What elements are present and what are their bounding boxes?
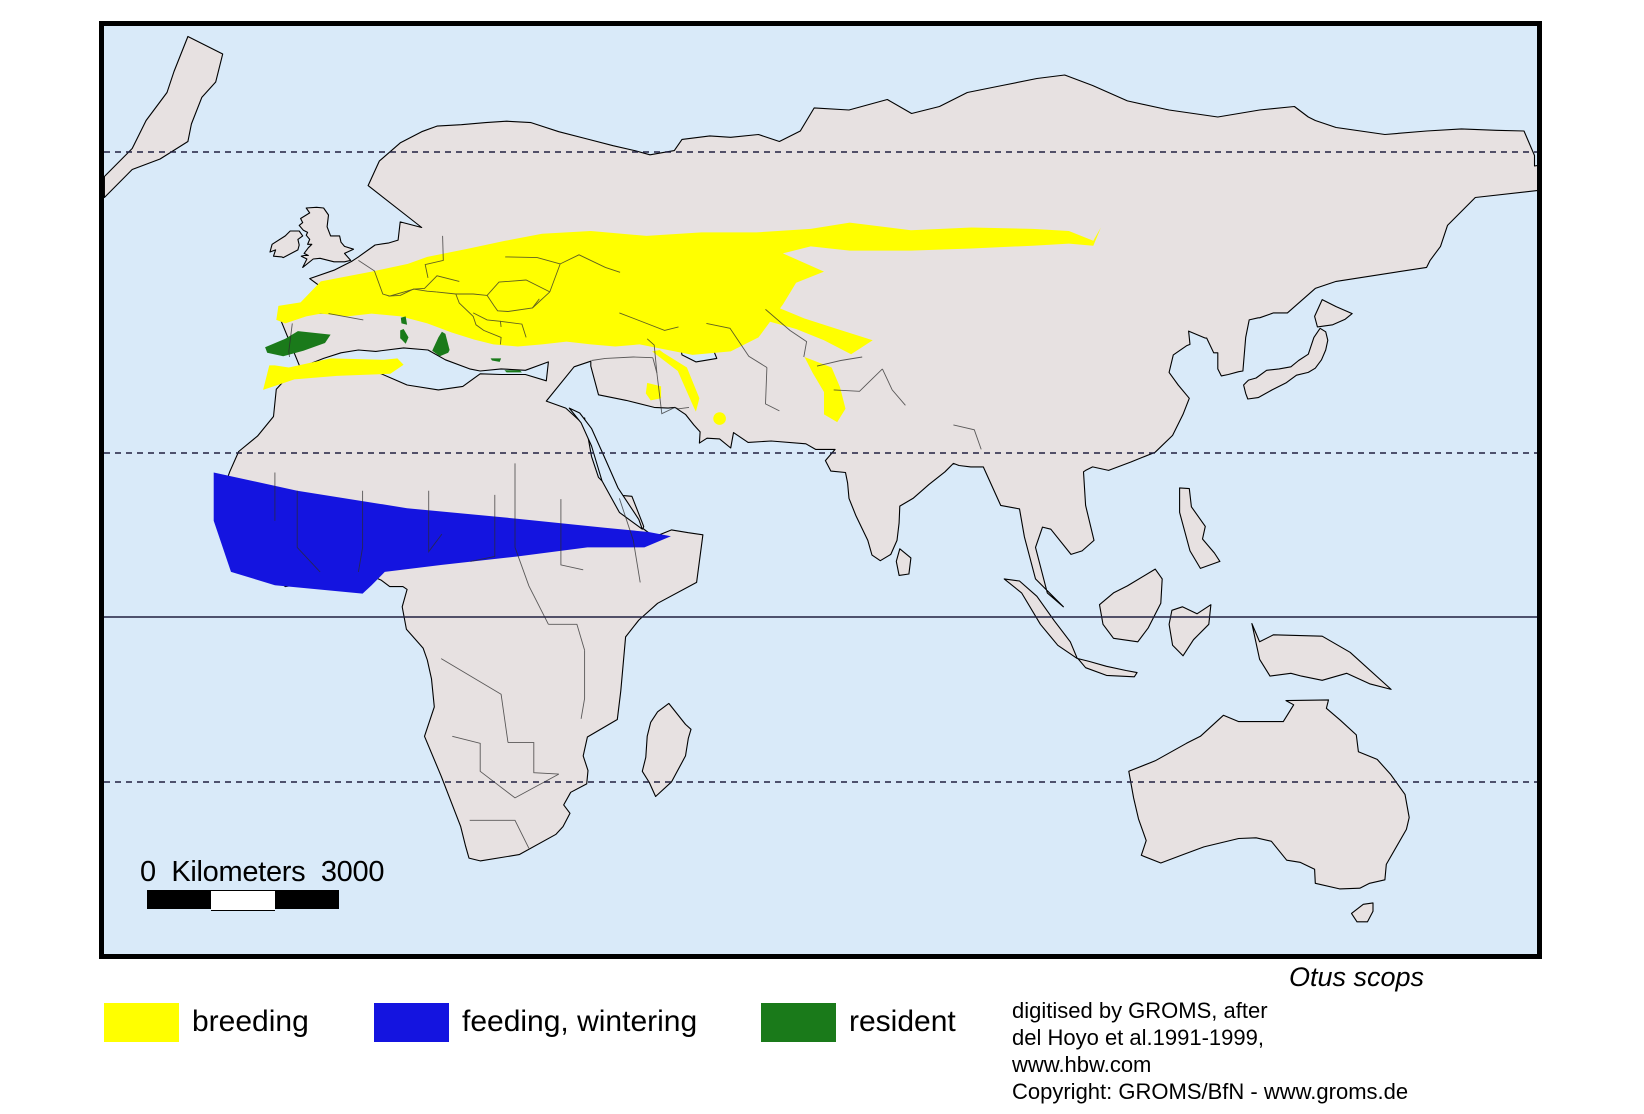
green_crete [505, 370, 522, 372]
yellow_patch_dot [713, 412, 726, 425]
